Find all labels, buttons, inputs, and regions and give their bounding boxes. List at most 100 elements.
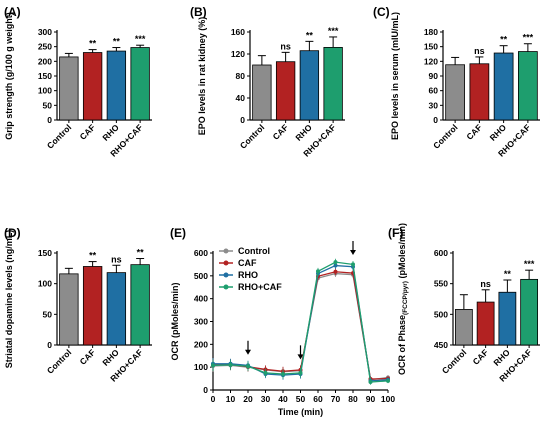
significance-label: **: [504, 269, 512, 279]
x-tick-label: 60: [313, 394, 323, 404]
x-tick-label: Control: [45, 347, 73, 375]
y-tick-label: 120: [231, 49, 245, 59]
bar-rho: [498, 291, 517, 346]
data-point: [386, 378, 390, 383]
y-tick-label: 50: [43, 309, 53, 319]
bar-rho: [493, 52, 514, 121]
data-point: [211, 363, 215, 368]
y-tick-label: 300: [194, 317, 208, 327]
y-tick-label: 550: [434, 279, 448, 289]
x-tick-label: Control: [431, 122, 459, 150]
y-tick-label: 500: [434, 309, 448, 319]
data-point: [298, 370, 303, 375]
bar-caf: [82, 52, 103, 121]
data-point: [333, 269, 338, 274]
significance-label: ns: [111, 254, 122, 264]
y-tick-label: 0: [203, 385, 208, 395]
significance-label: ns: [280, 41, 291, 51]
bar-caf: [476, 301, 495, 346]
panel-f: (F)OCR of Phase(FCCP/pyr) (pMoles/min)45…: [388, 223, 540, 384]
data-point: [263, 370, 268, 375]
y-tick-label: 150: [38, 248, 52, 258]
bar-rho: [299, 50, 320, 121]
data-point: [368, 380, 373, 385]
y-axis-label: OCR of Phase(FCCP/pyr) (pMoles/min): [397, 223, 409, 375]
x-tick-label: 90: [366, 394, 376, 404]
y-tick-label: 150: [38, 71, 52, 81]
legend-swatch-marker: [223, 272, 229, 278]
y-tick-label: 500: [194, 271, 208, 281]
panel-d: (D)Striatal dopamine levels (ng/mL) 0 50 10…: [4, 226, 152, 384]
legend-label: CAF: [238, 258, 257, 268]
x-tick-label: RHO: [100, 122, 121, 143]
significance-label: **: [137, 248, 145, 258]
injection-arrowhead: [245, 349, 251, 355]
panel-a: (A)Grip strength (g/100 g weight) 0 50 100 1…: [4, 5, 152, 159]
y-tick-label: 600: [194, 248, 208, 258]
x-tick-label: 50: [296, 394, 306, 404]
legend-swatch-marker: [223, 284, 229, 290]
y-tick-label: 90: [429, 71, 439, 81]
y-tick-label: 0: [433, 115, 438, 125]
y-tick-label: 60: [429, 86, 439, 96]
legend-swatch-marker: [223, 248, 229, 254]
bar-rho-caf: [323, 47, 343, 121]
significance-label: ***: [328, 26, 339, 36]
y-tick-label: 200: [38, 56, 52, 66]
bar-control: [59, 56, 79, 121]
y-axis-label-part: OCR of Phase: [397, 315, 407, 375]
data-point: [316, 269, 320, 274]
x-tick-label: RHO: [100, 347, 121, 368]
legend-label: RHO: [238, 270, 258, 280]
bar-control: [59, 273, 79, 346]
x-tick-label: 20: [243, 394, 253, 404]
x-tick-label: RHO: [293, 122, 314, 143]
x-tick-label: Control: [45, 122, 73, 150]
x-tick-label: CAF: [471, 347, 490, 366]
y-axis-label: EPO levels in rat kidney (%): [197, 17, 207, 136]
data-point: [228, 362, 233, 367]
x-tick-label: 10: [226, 394, 236, 404]
x-tick-label: 70: [331, 394, 341, 404]
significance-label: **: [89, 39, 97, 49]
significance-label: **: [89, 251, 97, 261]
y-tick-label: 50: [43, 100, 53, 110]
y-tick-label: 300: [38, 27, 52, 37]
panel-label: (C): [373, 5, 390, 19]
x-tick-label: CAF: [271, 122, 290, 141]
y-tick-label: 0: [47, 340, 52, 350]
bar-rho-caf: [130, 264, 150, 346]
x-tick-label: 80: [348, 394, 358, 404]
significance-label: ns: [474, 46, 485, 56]
bar-control: [252, 64, 272, 121]
panel-b: (B)EPO levels in rat kidney (%) 0 40 80 120 1…: [190, 5, 345, 159]
y-tick-label: 0: [47, 115, 52, 125]
significance-label: ***: [135, 34, 146, 44]
bar-caf: [82, 266, 103, 346]
data-point: [351, 262, 355, 267]
bar-caf: [275, 61, 296, 121]
y-tick-label: 160: [231, 27, 245, 37]
y-tick-label: 400: [194, 294, 208, 304]
panel-c: (C) EPO levels in serum (mIU/mL) 0 30 60 90 12…: [373, 5, 540, 159]
y-tick-label: 0: [240, 115, 245, 125]
y-tick-label: 80: [236, 71, 246, 81]
significance-label: ns: [480, 279, 491, 289]
y-axis-label: OCR (pMoles/min): [170, 282, 180, 360]
legend-label: Control: [238, 246, 270, 256]
y-axis-label-part: (pMoles/min): [397, 223, 407, 281]
x-tick-label: 100: [381, 394, 395, 404]
y-tick-label: 200: [194, 339, 208, 349]
panel-label: (A): [4, 5, 21, 19]
x-axis-label: Time (min): [278, 407, 323, 417]
y-tick-label: 600: [434, 248, 448, 258]
panel-label: (F): [388, 226, 403, 240]
panel-label: (E): [170, 226, 186, 240]
x-tick-label: Control: [238, 122, 266, 150]
y-tick-label: 100: [38, 86, 52, 96]
bar-rho: [106, 272, 127, 346]
legend-label: RHO+CAF: [238, 282, 282, 292]
injection-arrowhead: [297, 354, 304, 360]
